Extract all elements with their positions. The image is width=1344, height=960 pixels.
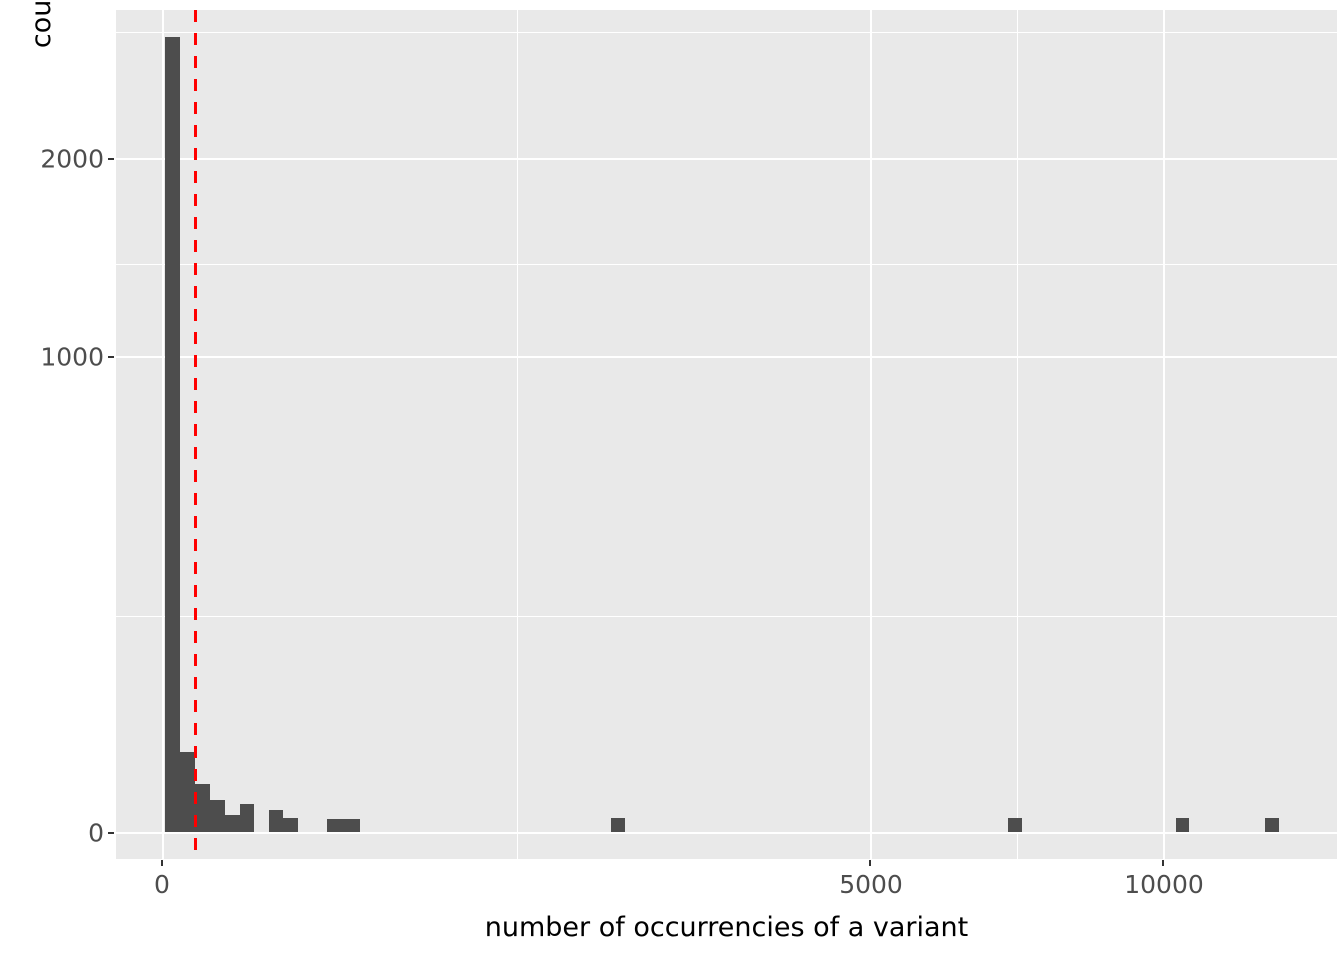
gridline-major-y-2000	[116, 158, 1337, 160]
x-axis-title: number of occurrencies of a variant	[484, 912, 969, 943]
histogram-bar	[1265, 818, 1279, 832]
gridline-major-x-10000	[1163, 10, 1165, 859]
x-tick-mark-5000	[869, 860, 871, 866]
y-tick-label-1000: 1000	[40, 342, 104, 372]
y-axis-title-wrap: count	[26, 0, 62, 859]
y-tick-label-0: 0	[88, 818, 104, 848]
histogram-bar	[210, 800, 225, 832]
histogram-bar	[240, 804, 254, 832]
histogram-bar	[165, 37, 180, 832]
x-tick-mark-10000	[1162, 860, 1164, 866]
histogram-bar	[283, 818, 298, 832]
y-tick-label-2000: 2000	[40, 144, 104, 174]
gridline-major-y-0	[116, 832, 1337, 834]
x-tick-label-10000: 10000	[1124, 870, 1204, 899]
histogram-bar	[195, 784, 210, 832]
histogram-bar	[269, 810, 283, 832]
y-axis-title: count	[26, 0, 57, 49]
y-tick-mark-1000	[108, 356, 114, 358]
gridline-major-y-1000	[116, 356, 1337, 358]
gridline-major-x-0	[162, 10, 164, 859]
gridline-major-x-5000	[870, 10, 872, 859]
gridline-minor-y-2500	[116, 32, 1337, 33]
histogram-bar	[225, 815, 240, 832]
gridline-minor-y-1500	[116, 264, 1337, 265]
plot-panel	[116, 10, 1337, 859]
x-tick-label-5000: 5000	[839, 870, 903, 899]
y-tick-mark-2000	[108, 158, 114, 160]
gridline-minor-x-2500	[517, 10, 518, 859]
histogram-bar	[1008, 818, 1022, 832]
mean-threshold-line	[194, 10, 197, 859]
x-tick-mark-0	[161, 860, 163, 866]
gridline-minor-y-500	[116, 616, 1337, 617]
y-tick-mark-0	[108, 832, 114, 834]
histogram-bar	[1176, 818, 1189, 832]
gridline-minor-x-7500	[1017, 10, 1018, 859]
histogram-bar	[611, 818, 625, 832]
x-tick-label-0: 0	[154, 870, 170, 899]
histogram-bar	[180, 752, 195, 832]
histogram-bar	[327, 819, 360, 832]
